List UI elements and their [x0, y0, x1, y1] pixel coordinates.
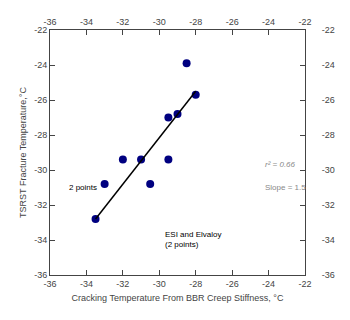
svg-text:-24: -24 — [322, 60, 335, 70]
svg-text:-32: -32 — [116, 17, 129, 27]
svg-text:-22: -22 — [298, 17, 311, 27]
svg-text:-26: -26 — [226, 17, 239, 27]
svg-text:-36: -36 — [43, 17, 56, 27]
svg-text:-22: -22 — [34, 25, 47, 35]
svg-text:-26: -26 — [322, 95, 335, 105]
svg-text:-32: -32 — [322, 200, 335, 210]
svg-text:ESI and Elvaloy(2 points): ESI and Elvaloy(2 points) — [165, 230, 221, 249]
svg-text:-36: -36 — [322, 270, 335, 280]
svg-text:-34: -34 — [80, 17, 93, 27]
svg-text:2 points: 2 points — [69, 183, 97, 192]
svg-text:-30: -30 — [322, 165, 335, 175]
svg-text:-32: -32 — [116, 279, 129, 289]
svg-text:-30: -30 — [153, 279, 166, 289]
svg-text:r² = 0.66: r² = 0.66 — [265, 160, 296, 169]
svg-text:-30: -30 — [153, 17, 166, 27]
svg-text:Slope = 1.5: Slope = 1.5 — [265, 183, 306, 192]
svg-text:-32: -32 — [34, 200, 47, 210]
svg-text:-30: -30 — [34, 165, 47, 175]
svg-text:-34: -34 — [80, 279, 93, 289]
svg-text:-24: -24 — [262, 17, 275, 27]
svg-text:-28: -28 — [189, 17, 202, 27]
svg-text:-28: -28 — [322, 130, 335, 140]
svg-text:-36: -36 — [43, 279, 56, 289]
svg-text:-28: -28 — [34, 130, 47, 140]
svg-text:-22: -22 — [322, 25, 335, 35]
svg-text:-26: -26 — [226, 279, 239, 289]
svg-text:-36: -36 — [34, 270, 47, 280]
svg-text:-24: -24 — [262, 279, 275, 289]
svg-text:-34: -34 — [322, 235, 335, 245]
svg-text:-24: -24 — [34, 60, 47, 70]
svg-text:-28: -28 — [189, 279, 202, 289]
svg-text:-22: -22 — [298, 279, 311, 289]
svg-text:Cracking Temperature From BBR: Cracking Temperature From BBR Creep Stif… — [72, 293, 284, 303]
svg-text:-26: -26 — [34, 95, 47, 105]
svg-text:TSRST Fracture Temperature,°C: TSRST Fracture Temperature,°C — [18, 87, 28, 218]
svg-text:-34: -34 — [34, 235, 47, 245]
